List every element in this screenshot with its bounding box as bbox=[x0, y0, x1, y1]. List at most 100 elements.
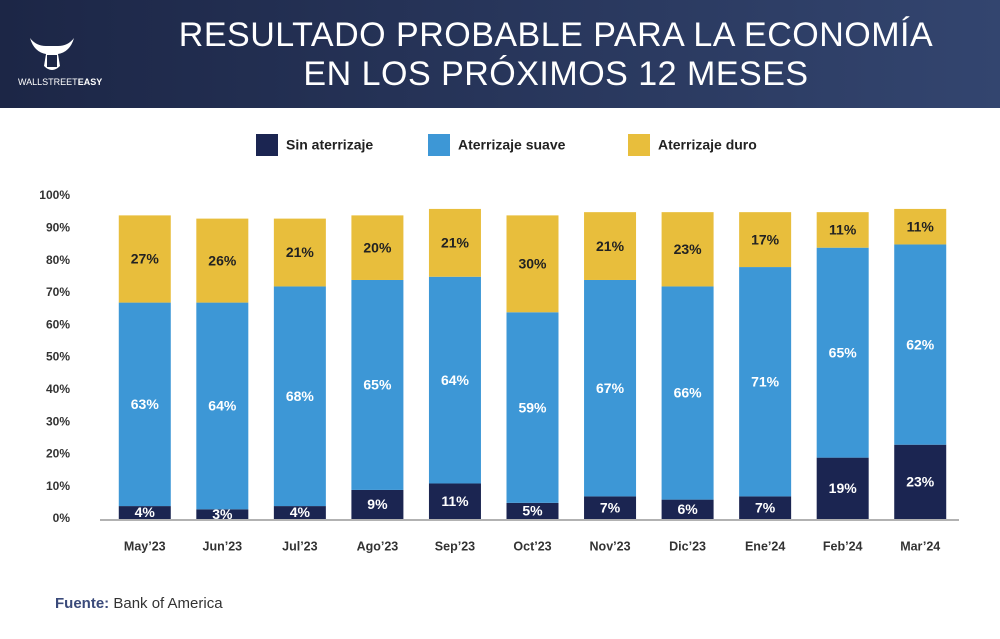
legend-label: Aterrizaje duro bbox=[658, 137, 757, 153]
legend-swatch bbox=[628, 134, 650, 156]
bar-segment bbox=[506, 502, 559, 519]
value-label: 66% bbox=[674, 385, 703, 401]
bar-segment bbox=[816, 247, 869, 458]
value-label: 9% bbox=[367, 496, 388, 512]
brand-part: EASY bbox=[78, 77, 103, 87]
bar-segment bbox=[273, 218, 326, 287]
value-label: 65% bbox=[363, 377, 392, 393]
bar-segment bbox=[894, 244, 947, 445]
y-tick-label: 20% bbox=[46, 447, 70, 461]
bar-segment bbox=[661, 499, 714, 519]
x-tick-label: Nov’23 bbox=[590, 539, 631, 553]
legend-swatch bbox=[428, 134, 450, 156]
value-label: 19% bbox=[829, 480, 858, 496]
bar-segment bbox=[739, 267, 792, 497]
legend-label: Aterrizaje suave bbox=[458, 137, 566, 153]
value-label: 7% bbox=[755, 499, 776, 515]
value-label: 6% bbox=[677, 501, 698, 517]
value-label: 21% bbox=[596, 238, 625, 254]
bar-segment bbox=[661, 286, 714, 500]
bar-segment bbox=[351, 215, 404, 280]
bar-segment bbox=[351, 489, 404, 519]
value-label: 5% bbox=[522, 503, 543, 519]
value-label: 11% bbox=[907, 218, 935, 234]
header-banner bbox=[0, 0, 1000, 108]
value-label: 23% bbox=[906, 474, 935, 490]
bar-segment bbox=[118, 302, 171, 507]
y-tick-label: 40% bbox=[46, 382, 70, 396]
value-label: 4% bbox=[290, 504, 311, 520]
y-tick-label: 90% bbox=[46, 220, 70, 234]
bar-segment bbox=[816, 212, 869, 248]
bar-segment bbox=[584, 496, 637, 519]
bar-segment bbox=[196, 509, 249, 519]
source: Fuente: Bank of America bbox=[55, 595, 223, 612]
bar-segment bbox=[196, 302, 249, 510]
y-tick-label: 100% bbox=[39, 188, 70, 202]
value-label: 65% bbox=[829, 344, 858, 360]
value-label: 26% bbox=[208, 252, 237, 268]
value-label: 7% bbox=[600, 499, 621, 515]
bar-segment bbox=[428, 483, 481, 519]
value-label: 20% bbox=[363, 239, 392, 255]
logo bbox=[30, 38, 74, 70]
bar-segment bbox=[196, 218, 249, 303]
bar-segment bbox=[428, 208, 481, 277]
bar-segment bbox=[584, 279, 637, 497]
value-label: 27% bbox=[131, 251, 160, 267]
brand-part: WALLSTREET bbox=[18, 77, 78, 87]
bar-segment bbox=[428, 276, 481, 484]
bar-segment bbox=[894, 444, 947, 519]
value-label: 30% bbox=[518, 256, 547, 272]
source-label: Fuente: bbox=[55, 595, 109, 612]
x-tick-label: Sep’23 bbox=[435, 539, 475, 553]
bar-segment bbox=[118, 215, 171, 303]
value-label: 11% bbox=[441, 493, 469, 509]
bar-segment bbox=[351, 279, 404, 490]
value-label: 67% bbox=[596, 380, 625, 396]
value-label: 64% bbox=[208, 398, 237, 414]
x-tick-label: Mar’24 bbox=[900, 539, 940, 553]
x-tick-label: May’23 bbox=[124, 539, 166, 553]
value-label: 21% bbox=[286, 244, 315, 260]
y-tick-label: 80% bbox=[46, 253, 70, 267]
y-tick-label: 0% bbox=[53, 511, 71, 525]
bar-segment bbox=[816, 457, 869, 519]
chart-title: EN LOS PRÓXIMOS 12 MESES bbox=[303, 55, 808, 93]
bar-segment bbox=[506, 215, 559, 313]
bar-segment bbox=[661, 212, 714, 287]
chart-title: RESULTADO PROBABLE PARA LA ECONOMÍA bbox=[179, 16, 933, 54]
source-text: Bank of America bbox=[113, 595, 223, 612]
value-label: 11% bbox=[829, 222, 857, 238]
x-tick-label: Feb’24 bbox=[823, 539, 863, 553]
value-label: 64% bbox=[441, 372, 470, 388]
bar-segment bbox=[739, 212, 792, 268]
value-label: 4% bbox=[135, 504, 156, 520]
value-label: 21% bbox=[441, 235, 470, 251]
bar-segment bbox=[739, 496, 792, 519]
x-tick-label: Jul’23 bbox=[282, 539, 317, 553]
value-label: 23% bbox=[674, 241, 703, 257]
value-label: 63% bbox=[131, 396, 160, 412]
legend-swatch bbox=[256, 134, 278, 156]
bar-segment bbox=[273, 506, 326, 519]
bar-segment bbox=[273, 286, 326, 507]
value-label: 71% bbox=[751, 373, 780, 389]
y-tick-label: 70% bbox=[46, 285, 70, 299]
value-label: 17% bbox=[751, 231, 780, 247]
legend-label: Sin aterrizaje bbox=[286, 137, 373, 153]
value-label: 3% bbox=[212, 506, 233, 522]
y-tick-label: 50% bbox=[46, 350, 70, 364]
value-label: 59% bbox=[518, 399, 547, 415]
x-tick-label: Ago’23 bbox=[357, 539, 399, 553]
bar-segment bbox=[894, 208, 947, 245]
x-tick-label: Jun’23 bbox=[203, 539, 243, 553]
y-tick-label: 30% bbox=[46, 414, 70, 428]
x-tick-label: Ene’24 bbox=[745, 539, 785, 553]
value-label: 62% bbox=[906, 336, 935, 352]
bar-segment bbox=[584, 212, 637, 280]
y-tick-label: 60% bbox=[46, 317, 70, 331]
x-tick-label: Oct’23 bbox=[513, 539, 551, 553]
y-tick-label: 10% bbox=[46, 479, 70, 493]
